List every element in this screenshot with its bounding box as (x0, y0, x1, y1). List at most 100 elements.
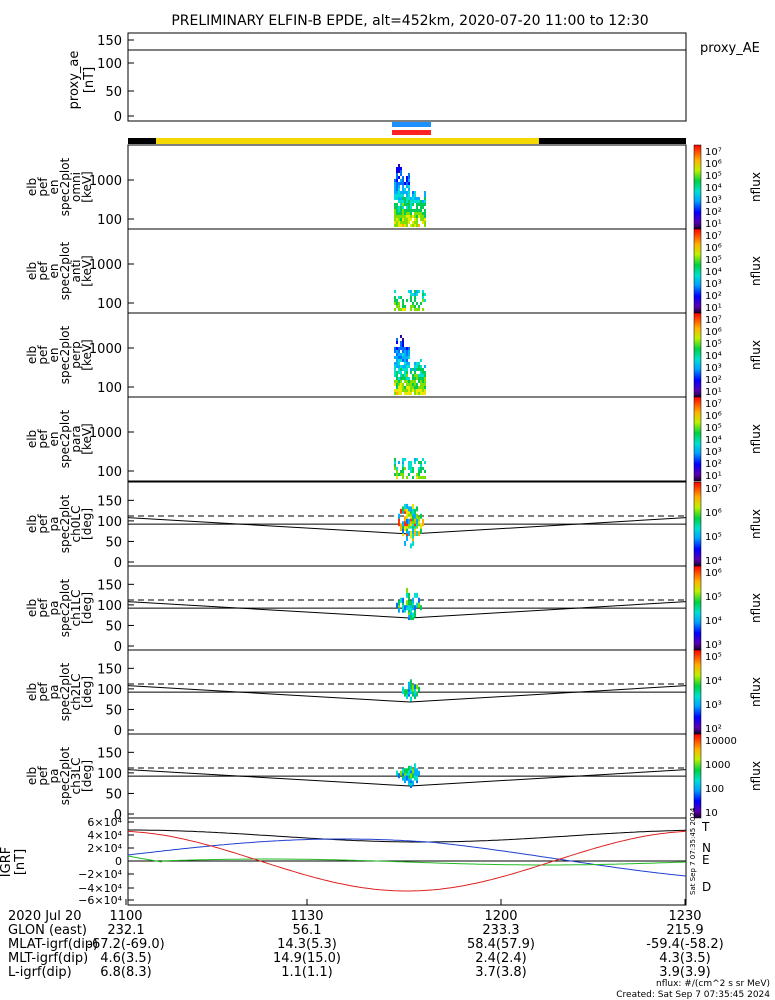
colorbar-tick-label: 10³ (705, 640, 722, 651)
panel-ylabel: spec2plot (58, 157, 72, 216)
spectrogram-pixel (398, 473, 400, 476)
spectrogram-pixel (416, 308, 418, 311)
spectrogram-pixel (420, 371, 422, 374)
pitch-angle-ytick-label: 50 (105, 535, 122, 550)
spectrogram-pixel (414, 296, 416, 299)
pitch-angle-ytick-label: 100 (97, 767, 122, 782)
spectrogram-pixel (418, 467, 420, 470)
spectrogram-pixel (424, 380, 426, 383)
pitch-angle-pixel (422, 518, 424, 524)
energy-ytick-label: 1000 (89, 258, 122, 273)
spectrogram-pixel (400, 206, 402, 209)
spectrogram-pixel (418, 203, 420, 206)
pitch-angle-pixel (416, 513, 418, 519)
spectrogram-pixel (404, 212, 406, 215)
spectrogram-pixel (424, 209, 426, 212)
spectrogram-pixel (404, 389, 406, 392)
panel-ylabel: pa (47, 517, 61, 532)
spectrogram-pixel (416, 458, 418, 461)
spectrogram-pixel (404, 362, 406, 365)
spectrogram-pixel (398, 197, 400, 200)
spectrogram-pixel (410, 296, 412, 299)
spectrogram-pixel (422, 290, 424, 293)
spectrogram-pixel (412, 380, 414, 383)
spectrogram-pixel (408, 194, 410, 197)
spectrogram-pixel (422, 458, 424, 461)
panel-ylabel: elb (25, 515, 39, 533)
spectrogram-pixel (420, 374, 422, 377)
spectrogram-pixel (410, 392, 412, 395)
spectrogram-pixel (396, 299, 398, 302)
spectrogram-pixel (400, 170, 402, 173)
colorbar-label: nflux (749, 677, 763, 707)
spectrogram-pixel (424, 377, 426, 380)
panel-ylabel: elb (25, 683, 39, 701)
spectrogram-pixel (404, 308, 406, 311)
spectrogram-pixel (394, 218, 396, 221)
spectrogram-pixel (402, 224, 404, 227)
spectrogram-pixel (396, 194, 398, 197)
spectrogram-pixel (396, 179, 398, 182)
spectrogram-pixel (424, 461, 426, 464)
pitch-angle-pixel (410, 531, 412, 537)
panel-ylabel: perp (69, 341, 83, 369)
spectrogram-pixel (398, 167, 400, 170)
pitch-angle-pixel (398, 773, 400, 779)
spectrogram-pixel (394, 389, 396, 392)
spectrogram-pixel (396, 203, 398, 206)
spectrogram-pixel (402, 176, 404, 179)
spectrogram-pixel (402, 458, 404, 461)
colorbar-tick-label: 10⁶ (705, 327, 722, 338)
spectrogram-pixel (402, 470, 404, 473)
igrf-ytick-label: −4×10⁴ (78, 882, 122, 895)
pitch-angle-pixel (412, 684, 414, 690)
colorbar-tick-label: 10¹ (705, 219, 722, 230)
spectrogram-pixel (422, 377, 424, 380)
igrf-legend-e: E (702, 853, 710, 867)
vertical-timestamp: Sat Sep 7 07:35:45 2024 (689, 807, 697, 895)
pitch-angle-pixel (406, 535, 408, 541)
spectrogram-pixel (400, 221, 402, 224)
spectrogram-pixel (394, 473, 396, 476)
spectrogram-pixel (396, 209, 398, 212)
spectrogram-pixel (412, 374, 414, 377)
pitch-angle-pixel (412, 780, 414, 786)
loss-cone-line (127, 685, 687, 703)
panel-ylabel: [keV] (80, 255, 94, 286)
spectrogram-pixel (396, 218, 398, 221)
spectrogram-pixel (400, 218, 402, 221)
spectrogram-pixel (394, 308, 396, 311)
spectrogram-pixel (408, 347, 410, 350)
spectrogram-pixel (406, 350, 408, 353)
panel-frame (127, 396, 687, 482)
spectrogram-pixel (406, 215, 408, 218)
spectrogram-pixel (404, 215, 406, 218)
pitch-angle-pixel (410, 765, 412, 771)
colorbar-tick-label: 10³ (705, 700, 722, 711)
spectrogram-pixel (414, 392, 416, 395)
spectrogram-pixel (420, 203, 422, 206)
spectrogram-pixel (400, 383, 402, 386)
spectrogram-pixel (408, 350, 410, 353)
spectrogram-pixel (396, 470, 398, 473)
colorbar (693, 144, 702, 230)
footer-units: nflux: #/(cm^2 s sr MeV) (656, 979, 770, 989)
spectrogram-pixel (412, 302, 414, 305)
pitch-angle-pixel (408, 592, 410, 598)
spectrogram-pixel (400, 167, 402, 170)
spectrogram-pixel (420, 467, 422, 470)
colorbar-tick-label: 10⁷ (705, 399, 722, 410)
pitch-angle-ytick-label: 150 (97, 662, 122, 677)
spectrogram-pixel (402, 389, 404, 392)
colorbar-tick-label: 10¹ (705, 387, 722, 398)
spectrogram-pixel (410, 383, 412, 386)
spectrogram-pixel (416, 365, 418, 368)
spectrogram-pixel (398, 461, 400, 464)
spectrogram-pixel (406, 185, 408, 188)
spectrogram-pixel (416, 389, 418, 392)
spectrogram-pixel (408, 191, 410, 194)
proxy-ae-ytick-label: 50 (105, 85, 122, 100)
orbit-row-value: 4.6(3.5) (100, 951, 152, 966)
